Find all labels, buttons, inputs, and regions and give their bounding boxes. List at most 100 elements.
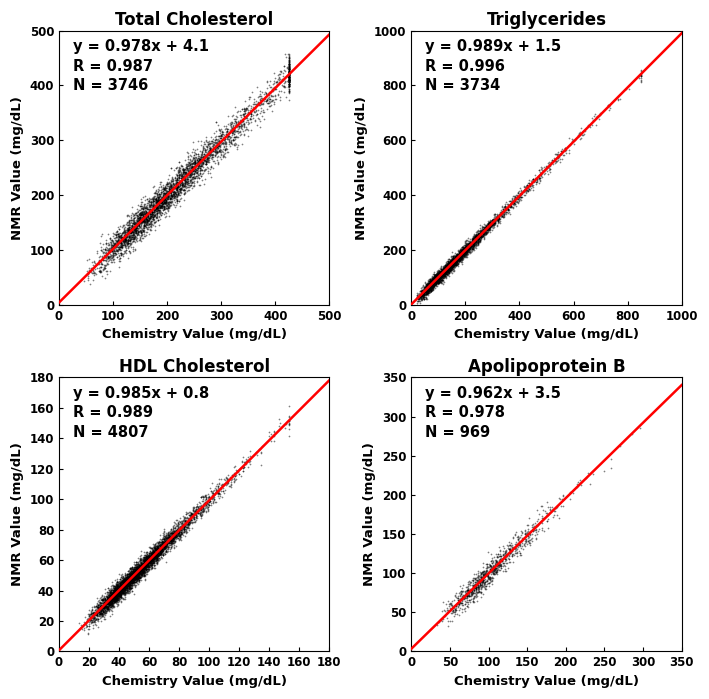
Point <box>224 480 235 491</box>
Point <box>145 553 156 564</box>
Point <box>474 231 485 243</box>
Point <box>453 251 464 262</box>
Point <box>501 549 513 561</box>
Point <box>167 179 178 190</box>
Point <box>229 138 240 149</box>
Point <box>179 175 191 187</box>
Point <box>576 130 588 141</box>
Point <box>473 225 484 236</box>
Point <box>459 250 470 261</box>
Point <box>125 582 137 593</box>
Point <box>230 110 242 122</box>
Point <box>471 237 482 248</box>
Point <box>160 210 172 222</box>
Point <box>104 596 115 607</box>
Point <box>160 545 172 556</box>
Point <box>513 192 524 203</box>
Point <box>489 568 500 579</box>
Point <box>423 283 435 294</box>
Point <box>139 554 150 565</box>
Point <box>422 287 433 298</box>
Point <box>484 572 496 584</box>
Point <box>143 212 154 224</box>
Point <box>198 148 209 159</box>
Point <box>473 229 484 240</box>
Point <box>110 585 121 596</box>
Point <box>452 251 464 262</box>
Point <box>179 178 190 189</box>
Point <box>489 209 500 220</box>
Point <box>131 562 143 573</box>
Point <box>156 536 167 547</box>
Point <box>126 572 138 584</box>
Point <box>135 221 146 232</box>
Point <box>112 588 123 599</box>
Point <box>163 201 174 212</box>
Point <box>443 260 454 271</box>
Point <box>164 531 176 542</box>
Point <box>586 120 598 131</box>
Point <box>85 607 96 619</box>
Point <box>135 561 146 572</box>
Point <box>150 549 162 560</box>
Point <box>481 228 493 239</box>
Point <box>484 217 495 229</box>
Point <box>515 184 527 195</box>
Point <box>93 259 104 270</box>
Point <box>113 586 125 598</box>
Point <box>155 542 166 554</box>
Point <box>132 575 143 586</box>
Point <box>111 591 123 602</box>
Point <box>145 561 157 572</box>
Point <box>513 192 524 203</box>
Point <box>119 579 130 591</box>
Point <box>450 257 461 268</box>
Point <box>426 280 437 291</box>
Point <box>147 550 159 561</box>
Point <box>192 507 203 519</box>
Point <box>132 563 143 575</box>
Point <box>503 549 515 561</box>
Point <box>471 591 482 602</box>
Point <box>159 541 170 552</box>
Point <box>474 577 486 589</box>
Point <box>520 181 532 192</box>
Point <box>161 538 172 549</box>
Point <box>124 572 135 583</box>
Point <box>172 184 183 195</box>
Point <box>140 226 152 237</box>
Point <box>137 554 148 565</box>
Point <box>160 532 171 543</box>
Point <box>239 106 250 117</box>
Point <box>112 584 123 596</box>
Point <box>427 280 438 291</box>
Point <box>486 561 497 572</box>
Point <box>535 168 546 179</box>
Point <box>212 481 223 492</box>
Point <box>117 586 128 598</box>
Point <box>152 554 164 565</box>
Point <box>452 250 463 261</box>
Point <box>529 174 540 185</box>
Point <box>151 185 162 196</box>
Point <box>437 269 448 280</box>
Point <box>179 520 191 531</box>
Point <box>145 553 156 564</box>
Point <box>230 101 241 113</box>
Point <box>440 266 451 277</box>
Point <box>143 555 155 566</box>
Point <box>116 582 128 593</box>
Point <box>123 229 134 240</box>
Point <box>115 587 126 598</box>
Point <box>434 273 445 284</box>
Point <box>483 223 494 234</box>
Point <box>135 220 147 231</box>
Point <box>141 558 152 569</box>
Point <box>109 593 121 604</box>
Point <box>135 566 146 577</box>
Point <box>162 528 174 540</box>
Point <box>117 577 128 588</box>
Point <box>226 117 238 129</box>
Point <box>96 266 107 277</box>
Point <box>212 158 223 169</box>
